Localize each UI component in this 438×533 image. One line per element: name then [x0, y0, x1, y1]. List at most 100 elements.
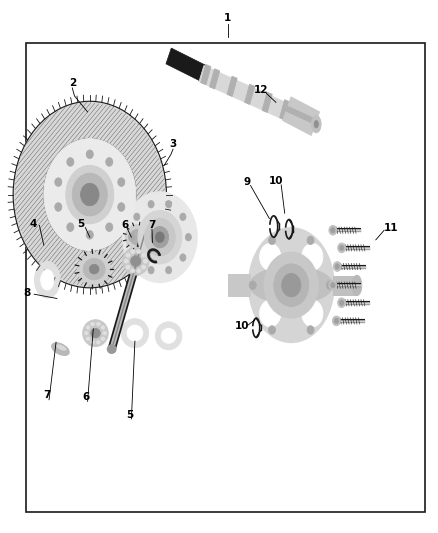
Ellipse shape: [298, 112, 304, 118]
Circle shape: [13, 101, 166, 288]
Polygon shape: [227, 76, 237, 96]
Ellipse shape: [155, 322, 182, 350]
Polygon shape: [244, 84, 255, 104]
Ellipse shape: [52, 343, 69, 356]
Ellipse shape: [126, 265, 130, 269]
Circle shape: [118, 178, 125, 187]
Ellipse shape: [131, 256, 141, 266]
Circle shape: [148, 200, 154, 208]
Ellipse shape: [293, 110, 298, 116]
Ellipse shape: [249, 228, 334, 342]
Ellipse shape: [289, 108, 295, 114]
Polygon shape: [279, 100, 290, 120]
Circle shape: [44, 139, 136, 251]
Ellipse shape: [137, 249, 141, 254]
Circle shape: [123, 192, 197, 282]
Circle shape: [118, 203, 125, 211]
Ellipse shape: [294, 111, 300, 116]
Ellipse shape: [331, 228, 335, 233]
Ellipse shape: [338, 243, 346, 253]
Ellipse shape: [311, 116, 321, 133]
Ellipse shape: [137, 269, 141, 273]
Ellipse shape: [35, 262, 60, 298]
Ellipse shape: [335, 264, 339, 269]
Ellipse shape: [101, 337, 105, 341]
Ellipse shape: [141, 265, 146, 269]
Text: 12: 12: [254, 85, 269, 94]
Circle shape: [67, 158, 74, 166]
Ellipse shape: [285, 107, 291, 112]
Text: 4: 4: [29, 219, 36, 229]
Circle shape: [249, 281, 256, 289]
Ellipse shape: [339, 245, 344, 251]
Text: 7: 7: [44, 391, 51, 400]
Polygon shape: [283, 97, 319, 135]
Ellipse shape: [91, 341, 95, 344]
Bar: [228, 274, 250, 296]
Text: 3: 3: [170, 139, 177, 149]
Ellipse shape: [124, 259, 128, 263]
Ellipse shape: [96, 341, 100, 344]
Circle shape: [326, 281, 333, 289]
Text: 9: 9: [243, 177, 250, 187]
Text: 5: 5: [78, 219, 85, 229]
Ellipse shape: [83, 320, 108, 346]
Circle shape: [151, 227, 169, 248]
Ellipse shape: [127, 325, 143, 341]
Ellipse shape: [260, 300, 281, 327]
Polygon shape: [262, 92, 272, 112]
Circle shape: [106, 223, 113, 231]
Circle shape: [268, 236, 276, 245]
Ellipse shape: [305, 116, 311, 122]
Ellipse shape: [309, 117, 315, 123]
Text: 11: 11: [383, 223, 398, 232]
Ellipse shape: [334, 318, 339, 324]
Polygon shape: [166, 48, 208, 83]
Ellipse shape: [333, 262, 341, 271]
Ellipse shape: [291, 109, 297, 115]
Circle shape: [282, 273, 301, 297]
Text: 7: 7: [148, 220, 155, 230]
Ellipse shape: [339, 300, 344, 305]
Ellipse shape: [91, 322, 95, 326]
Circle shape: [145, 219, 175, 256]
Ellipse shape: [107, 345, 116, 353]
Text: 10: 10: [268, 176, 283, 186]
Ellipse shape: [300, 113, 306, 119]
Ellipse shape: [78, 253, 110, 286]
Text: 6: 6: [121, 220, 128, 230]
Ellipse shape: [41, 270, 54, 290]
Circle shape: [128, 233, 134, 241]
Polygon shape: [209, 69, 220, 89]
Text: 1: 1: [224, 13, 231, 23]
Circle shape: [72, 173, 107, 216]
Circle shape: [106, 158, 113, 166]
Ellipse shape: [56, 344, 67, 351]
Ellipse shape: [250, 266, 333, 304]
Ellipse shape: [302, 244, 323, 270]
Ellipse shape: [296, 111, 302, 117]
Circle shape: [134, 213, 140, 221]
Ellipse shape: [126, 253, 130, 257]
Ellipse shape: [83, 259, 105, 280]
Circle shape: [55, 203, 62, 211]
Ellipse shape: [331, 282, 335, 288]
Circle shape: [185, 233, 191, 241]
Polygon shape: [201, 64, 211, 85]
Circle shape: [155, 232, 164, 243]
Ellipse shape: [123, 247, 149, 275]
Circle shape: [307, 236, 314, 245]
Ellipse shape: [86, 326, 90, 329]
Circle shape: [134, 254, 140, 261]
Circle shape: [86, 150, 93, 158]
Polygon shape: [199, 66, 292, 121]
Text: 6: 6: [83, 392, 90, 402]
Text: 8: 8: [24, 288, 31, 298]
Circle shape: [66, 165, 114, 224]
Ellipse shape: [131, 249, 135, 254]
Ellipse shape: [161, 328, 176, 343]
Ellipse shape: [101, 326, 105, 329]
Bar: [26, 43, 425, 512]
Circle shape: [274, 264, 309, 306]
Ellipse shape: [301, 114, 307, 119]
